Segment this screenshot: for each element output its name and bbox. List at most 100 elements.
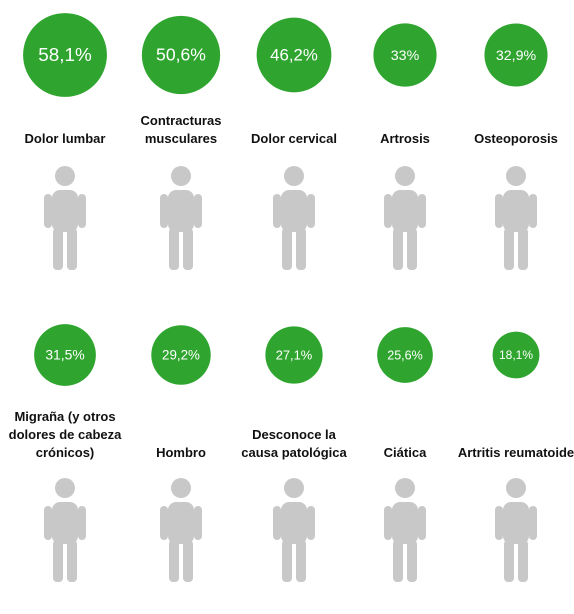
icon-arm — [78, 194, 86, 228]
icon-arm — [307, 194, 315, 228]
category-label: Hombro — [156, 445, 206, 460]
person-icon — [495, 478, 537, 582]
icon-head — [506, 478, 526, 498]
bubble — [151, 325, 211, 385]
icon-leg — [169, 228, 179, 270]
icon-body — [281, 502, 307, 544]
icon-body — [168, 502, 194, 544]
icon-leg — [67, 540, 77, 582]
category-label: Dolor lumbar — [24, 131, 106, 146]
icon-head — [395, 478, 415, 498]
icon-body — [281, 190, 307, 232]
icon-body — [392, 190, 418, 232]
icon-body — [503, 502, 529, 544]
value-label: 58,1% — [38, 44, 92, 65]
category-label: Ciática — [383, 445, 427, 460]
icon-arm — [160, 194, 168, 228]
person-icon — [384, 166, 426, 270]
category-label: Migraña (y otros dolores de cabeza cróni… — [8, 409, 122, 460]
category-label: Dolor cervical — [251, 131, 337, 146]
person-icon — [44, 478, 86, 582]
value-label: 33% — [391, 48, 420, 64]
icon-leg — [282, 540, 292, 582]
icon-leg — [183, 228, 193, 270]
bubble — [23, 13, 107, 97]
icon-arm — [495, 506, 503, 540]
person-icon — [273, 166, 315, 270]
icon-body — [52, 190, 78, 232]
bubble — [377, 327, 433, 383]
category-label: Artritis reumatoide — [457, 445, 574, 460]
value-label: 18,1% — [499, 348, 533, 362]
icon-arm — [384, 506, 392, 540]
icon-leg — [407, 228, 417, 270]
icon-arm — [529, 506, 537, 540]
bubble — [34, 324, 96, 386]
icon-arm — [273, 194, 281, 228]
person-icon — [160, 166, 202, 270]
value-label: 46,2% — [270, 45, 318, 64]
icon-arm — [495, 194, 503, 228]
bubble — [492, 331, 540, 379]
person-icon — [273, 478, 315, 582]
value-label: 31,5% — [45, 347, 84, 363]
icon-arm — [44, 194, 52, 228]
icon-leg — [518, 228, 528, 270]
icon-leg — [296, 228, 306, 270]
icon-leg — [518, 540, 528, 582]
value-label: 32,9% — [496, 48, 537, 64]
icon-leg — [67, 228, 77, 270]
bubble — [484, 23, 548, 87]
icon-leg — [393, 540, 403, 582]
icon-arm — [160, 506, 168, 540]
icon-arm — [384, 194, 392, 228]
category-label: Contracturas musculares — [140, 113, 222, 146]
icon-body — [168, 190, 194, 232]
icon-head — [55, 166, 75, 186]
bubble — [373, 23, 437, 87]
bubble — [265, 326, 323, 384]
icon-head — [55, 478, 75, 498]
icon-arm — [273, 506, 281, 540]
icon-arm — [194, 506, 202, 540]
icon-head — [171, 166, 191, 186]
icon-arm — [307, 506, 315, 540]
icon-arm — [44, 506, 52, 540]
icon-arm — [529, 194, 537, 228]
icon-arm — [418, 506, 426, 540]
icon-leg — [53, 228, 63, 270]
value-label: 27,1% — [276, 347, 313, 362]
icon-leg — [282, 228, 292, 270]
value-label: 29,2% — [162, 348, 200, 363]
icon-body — [392, 502, 418, 544]
person-icon — [160, 478, 202, 582]
icon-arm — [194, 194, 202, 228]
icon-arm — [418, 194, 426, 228]
person-icon — [44, 166, 86, 270]
icon-leg — [504, 228, 514, 270]
icon-head — [284, 478, 304, 498]
icon-head — [395, 166, 415, 186]
icon-head — [171, 478, 191, 498]
icon-leg — [296, 540, 306, 582]
value-label: 50,6% — [156, 45, 206, 65]
icon-head — [284, 166, 304, 186]
person-icon — [495, 166, 537, 270]
value-label: 25,6% — [387, 348, 423, 362]
icon-leg — [407, 540, 417, 582]
icon-leg — [504, 540, 514, 582]
category-label: Desconoce la causa patológica — [241, 427, 347, 460]
icon-leg — [393, 228, 403, 270]
person-icon — [384, 478, 426, 582]
icon-body — [503, 190, 529, 232]
icon-leg — [53, 540, 63, 582]
icon-arm — [78, 506, 86, 540]
icon-body — [52, 502, 78, 544]
category-label: Osteoporosis — [474, 131, 558, 146]
icon-leg — [183, 540, 193, 582]
icon-leg — [169, 540, 179, 582]
bubble — [141, 15, 221, 95]
icon-head — [506, 166, 526, 186]
